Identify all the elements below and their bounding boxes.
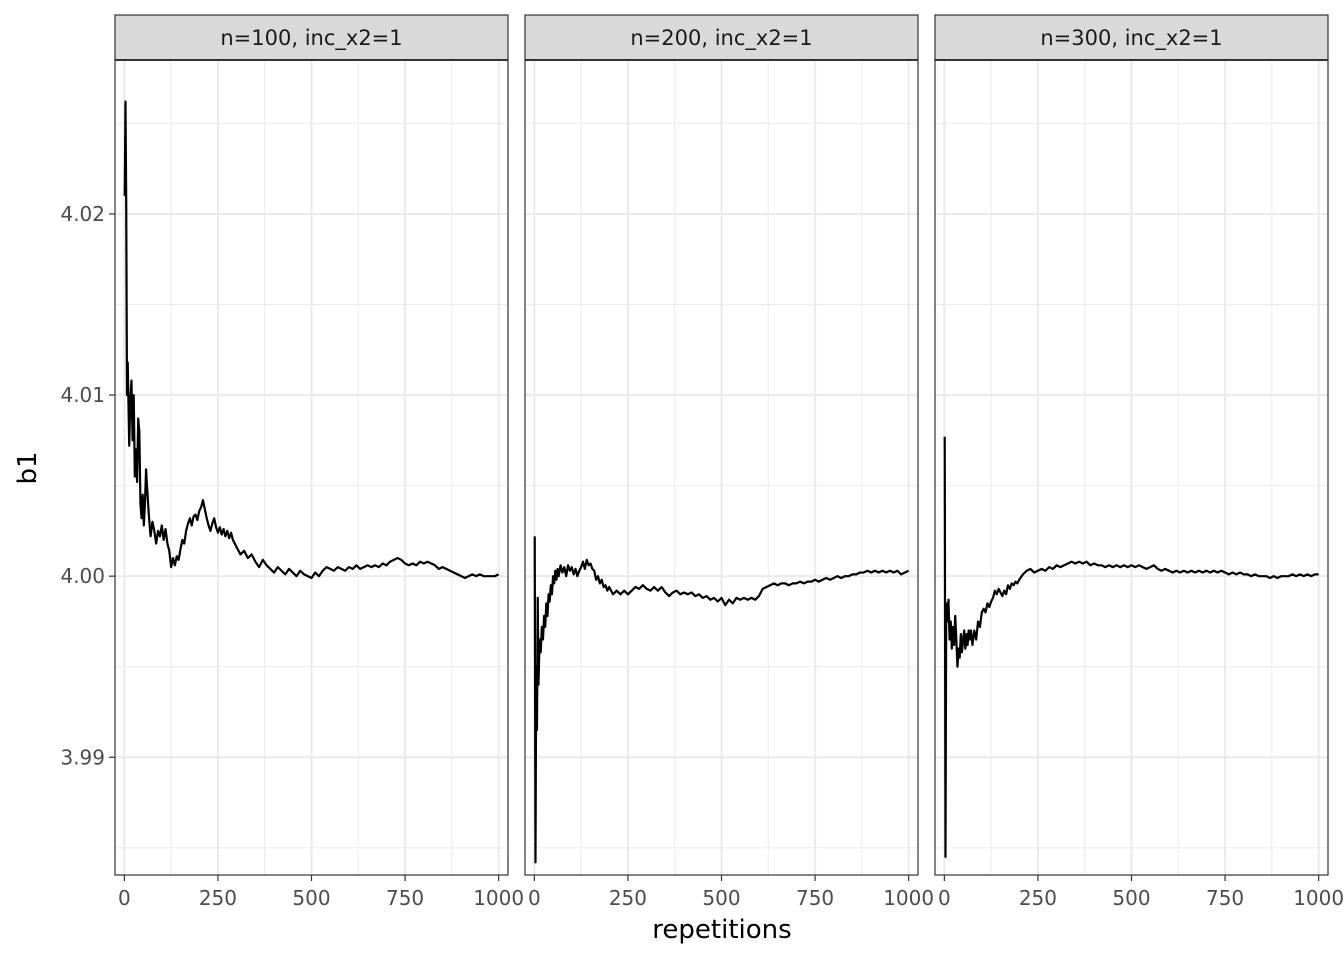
series-line — [533, 536, 910, 864]
x-tick-label: 1000 — [1293, 886, 1344, 910]
x-tick-label: 0 — [118, 886, 131, 910]
y-axis: 3.99 4.00 4.01 4.02 — [60, 202, 115, 769]
x-tick-label: 250 — [609, 886, 647, 910]
y-axis-title: b1 — [13, 451, 43, 484]
x-tick-label: 250 — [1019, 886, 1057, 910]
series-line — [123, 100, 500, 580]
facet-panel-3: n=300, inc_x2=1 0 250 500 750 1000 — [934, 14, 1344, 910]
y-tick-label: 3.99 — [60, 745, 105, 769]
x-tick-label: 0 — [528, 886, 541, 910]
facet-panel-1: n=100, inc_x2=1 0 250 500 750 1000 — [114, 14, 524, 910]
x-tick-label: 1000 — [473, 886, 524, 910]
y-tick-label: 4.01 — [60, 383, 105, 407]
x-axis-title: repetitions — [652, 915, 791, 945]
x-tick-label: 0 — [938, 886, 951, 910]
y-tick-label: 4.02 — [60, 202, 105, 226]
facet-strip-label: n=200, inc_x2=1 — [630, 26, 812, 51]
x-tick-label: 750 — [796, 886, 834, 910]
x-tick-label: 250 — [199, 886, 237, 910]
x-tick-label: 500 — [1112, 886, 1150, 910]
x-tick-label: 750 — [1206, 886, 1244, 910]
facet-strip-label: n=300, inc_x2=1 — [1040, 26, 1222, 51]
x-tick-label: 1000 — [883, 886, 934, 910]
x-tick-label: 750 — [386, 886, 424, 910]
x-tick-label: 500 — [702, 886, 740, 910]
facet-strip — [934, 14, 1329, 61]
series-line — [943, 436, 1319, 858]
y-tick-label: 4.00 — [60, 564, 105, 588]
facet-strip-label: n=100, inc_x2=1 — [220, 26, 402, 51]
facet-panel-2: n=200, inc_x2=1 0 250 500 750 1000 — [524, 14, 934, 910]
x-tick-label: 500 — [292, 886, 330, 910]
